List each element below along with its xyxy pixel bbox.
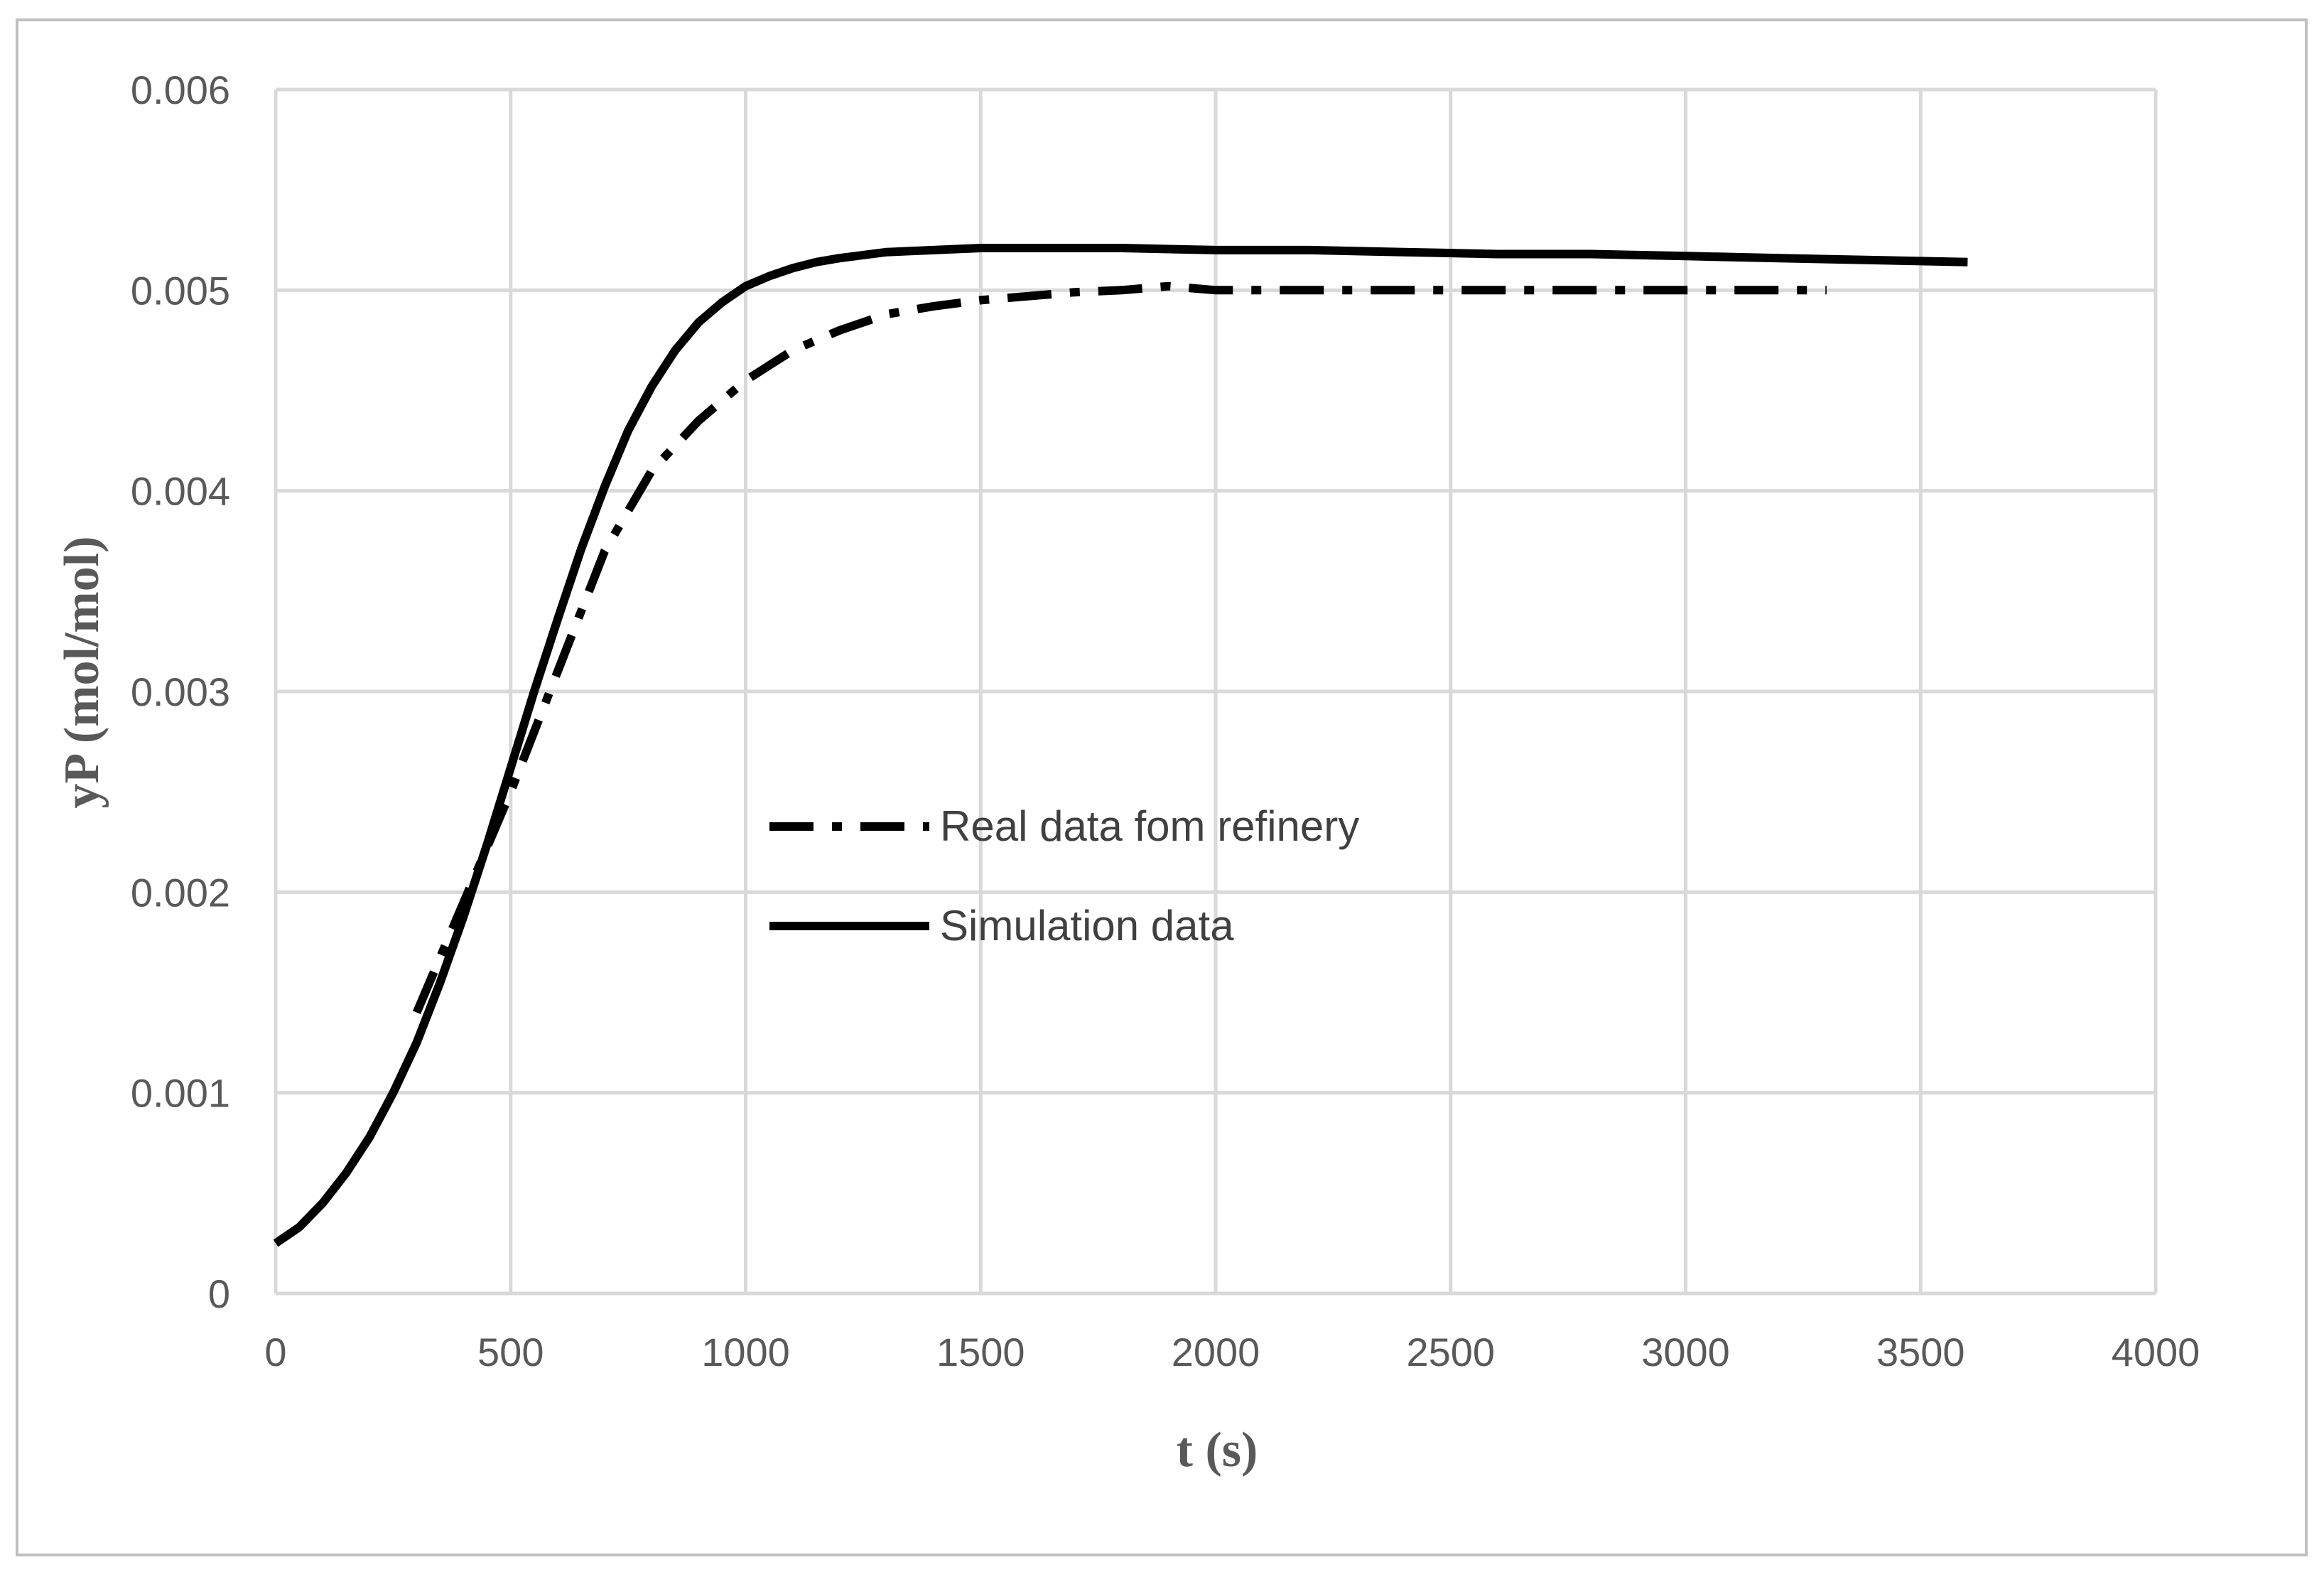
y-tick-label: 0.004: [131, 469, 230, 514]
legend: Real data fom refinery Simulation data: [769, 802, 1359, 949]
series-line-real-data: [412, 281, 1827, 1015]
y-tick-label: 0: [208, 1271, 230, 1316]
grid: [274, 87, 2158, 1296]
x-axis-title: t (s): [1177, 1423, 1258, 1478]
y-tick-label: 0.001: [131, 1071, 230, 1116]
series-lines: [273, 244, 1968, 1247]
x-tick-label: 2000: [1172, 1330, 1260, 1374]
y-tick-label: 0.006: [131, 68, 230, 112]
x-tick-label: 3500: [1876, 1330, 1965, 1374]
legend-label-real-data: Real data fom refinery: [940, 802, 1359, 850]
x-tick-label: 1500: [936, 1330, 1025, 1374]
y-tick-label: 0.003: [131, 669, 230, 714]
x-tick-label: 500: [477, 1330, 544, 1374]
x-tick-label: 3000: [1641, 1330, 1730, 1374]
x-tick-label: 1000: [701, 1330, 790, 1374]
y-tick-label: 0.005: [131, 268, 230, 313]
x-tick-label: 2500: [1406, 1330, 1495, 1374]
y-axis-title: yP (mol/mol): [55, 537, 109, 809]
y-tick-label: 0.002: [131, 870, 230, 915]
legend-label-simulation-data: Simulation data: [940, 902, 1234, 949]
tick-labels: 0 500 1000 1500 2000 2500 3000 3500 4000 0 0.001 0.…: [131, 68, 2200, 1374]
x-tick-label: 0: [264, 1330, 286, 1374]
chart-border: [16, 18, 2308, 1556]
series-line-simulation-data: [273, 244, 1968, 1247]
x-tick-label: 4000: [2112, 1330, 2200, 1374]
